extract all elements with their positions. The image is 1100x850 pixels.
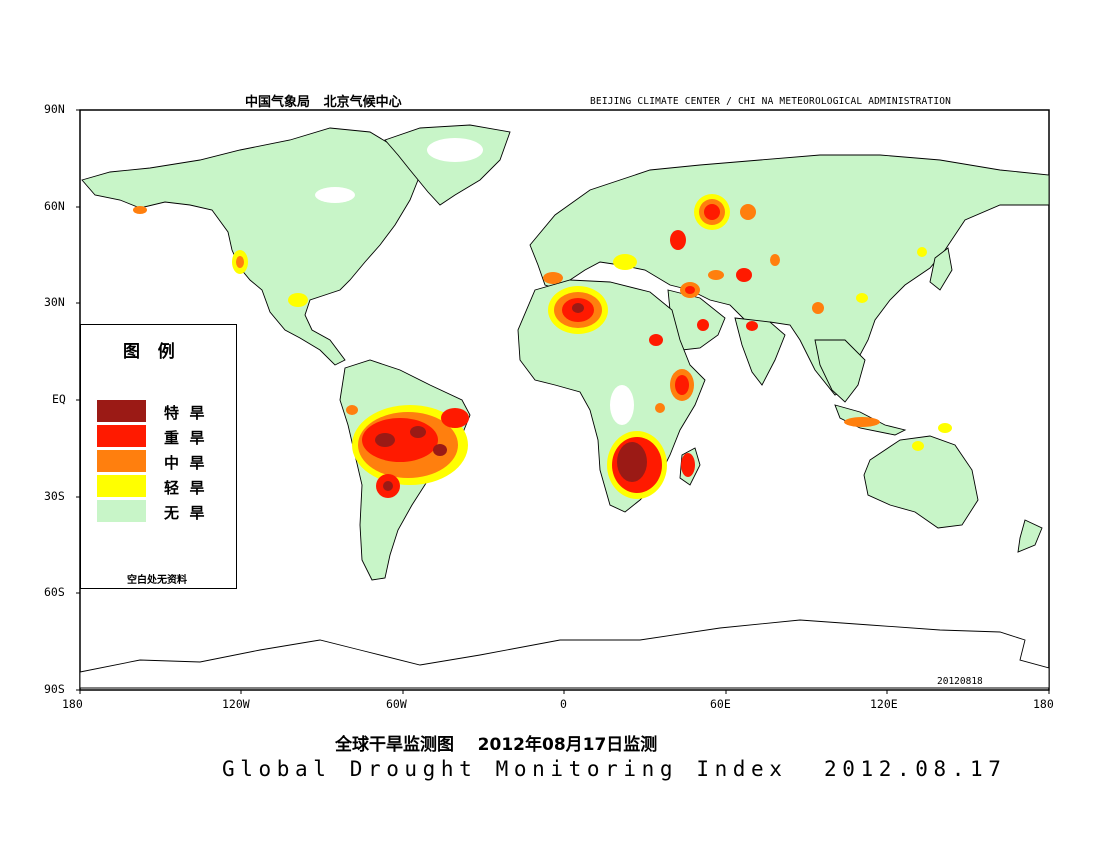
x-tick-60e: 60E <box>710 697 731 711</box>
legend-swatch-light <box>97 475 146 497</box>
legend-label-none: 无 旱 <box>164 504 205 522</box>
axis-ticks <box>76 109 1050 694</box>
y-tick-30s: 30S <box>44 489 65 503</box>
y-tick-eq: EQ <box>52 392 66 406</box>
x-tick-0: 0 <box>560 697 567 711</box>
y-tick-90s: 90S <box>44 682 65 696</box>
legend-swatch-moderate <box>97 450 146 472</box>
y-tick-60s: 60S <box>44 585 65 599</box>
no-data-areas <box>315 138 634 425</box>
header-agency-cn: 中国气象局 北京气候中心 <box>245 95 402 110</box>
x-tick-120w: 120W <box>222 697 250 711</box>
legend-label-moderate: 中 旱 <box>164 454 205 472</box>
india <box>734 317 786 386</box>
new-zealand <box>1017 519 1043 553</box>
legend-no-data-note: 空白处无资料 <box>127 575 187 586</box>
antarctica <box>79 619 1050 689</box>
header-agency-en: BEIJING CLIMATE CENTER / CHI NA METEOROL… <box>590 96 952 107</box>
x-tick-120e: 120E <box>870 697 898 711</box>
legend-box: 图 例 特 旱 重 旱 中 旱 轻 旱 无 旱 空白处无资料 <box>80 324 237 589</box>
legend-swatch-extreme <box>97 400 146 422</box>
y-tick-30n: 30N <box>44 295 65 309</box>
legend-swatch-severe <box>97 425 146 447</box>
australia <box>863 435 979 529</box>
title-english: Global Drought Monitoring Index 2012.08.… <box>222 757 1007 781</box>
drought-patches <box>133 194 952 499</box>
x-tick-60w: 60W <box>386 697 407 711</box>
y-tick-90n: 90N <box>44 102 65 116</box>
japan <box>929 247 953 291</box>
title-chinese: 全球干旱监测图 2012年08月17日监测 <box>335 735 658 755</box>
x-tick-180e: 180 <box>1033 697 1054 711</box>
legend-label-light: 轻 旱 <box>164 479 205 497</box>
date-stamp: 20120818 <box>937 676 983 687</box>
x-tick-180w: 180 <box>62 697 83 711</box>
southeast-asia <box>814 339 866 403</box>
legend-title: 图 例 <box>123 342 175 362</box>
legend-label-severe: 重 旱 <box>164 429 205 447</box>
legend-swatch-none <box>97 500 146 522</box>
legend-label-extreme: 特 旱 <box>164 404 205 422</box>
y-tick-60n: 60N <box>44 199 65 213</box>
